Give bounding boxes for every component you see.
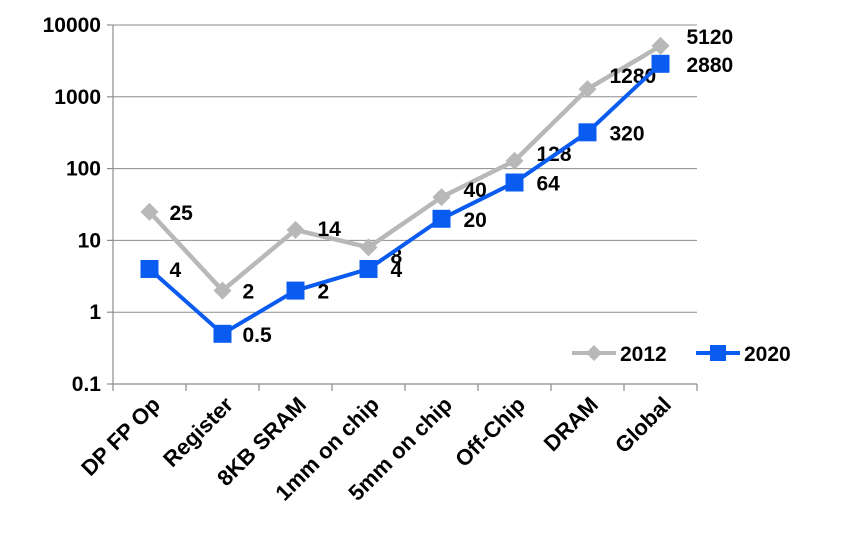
data-point <box>359 259 378 278</box>
data-point <box>578 123 597 142</box>
data-label: 2 <box>318 281 330 304</box>
data-label: 64 <box>537 173 561 196</box>
data-label: 1280 <box>610 65 657 88</box>
legend: 2012 2020 <box>572 343 791 366</box>
gridlines <box>113 24 697 313</box>
data-label: 40 <box>464 179 487 202</box>
series-line <box>147 43 662 293</box>
legend-marker <box>710 345 726 361</box>
x-tick-label: Global <box>610 392 676 458</box>
data-point <box>359 238 378 257</box>
data-label: 25 <box>170 202 194 225</box>
y-tick-label: 10000 <box>43 14 101 37</box>
legend-item-2020: 2020 <box>696 343 791 366</box>
legend-item-2012: 2012 <box>572 343 667 366</box>
y-tick-label: 10 <box>78 229 101 252</box>
data-label: 5120 <box>687 26 734 49</box>
y-tick-label: 100 <box>66 158 101 181</box>
data-point <box>140 202 159 221</box>
axes <box>107 24 698 391</box>
x-tick-label: Off-Chip <box>450 392 530 472</box>
data-point <box>213 281 232 300</box>
legend-label: 2012 <box>620 343 667 366</box>
data-label: 4 <box>170 259 182 282</box>
series-line <box>148 62 662 336</box>
data-point <box>286 281 305 300</box>
data-label: 0.5 <box>243 324 273 347</box>
data-point <box>213 324 232 343</box>
data-point <box>286 220 305 239</box>
y-tick-label: 1 <box>89 301 101 324</box>
data-point <box>505 151 524 170</box>
x-tick-label: DRAM <box>539 392 603 456</box>
data-point <box>140 259 159 278</box>
data-point <box>578 80 597 99</box>
data-point <box>651 36 670 55</box>
y-tick-label: 1000 <box>54 86 101 109</box>
data-label: 4 <box>391 259 403 282</box>
data-point <box>651 54 670 73</box>
y-tick-labels: 0.1 1 10 100 1000 10000 <box>43 14 102 396</box>
data-point <box>432 188 451 207</box>
y-tick-label: 0.1 <box>72 373 102 396</box>
legend-label: 2020 <box>744 343 791 366</box>
series-2020: 4 0.5 2 4 20 64 320 2880 <box>140 54 734 347</box>
legend-marker <box>586 345 602 361</box>
data-label: 14 <box>318 218 342 241</box>
data-label: 2880 <box>687 54 734 77</box>
x-tick-label: DP FP Op <box>76 392 165 481</box>
data-label: 320 <box>610 122 645 145</box>
data-label: 2 <box>243 281 255 304</box>
data-point <box>432 209 451 228</box>
data-point <box>505 173 524 192</box>
data-label: 20 <box>464 209 487 232</box>
